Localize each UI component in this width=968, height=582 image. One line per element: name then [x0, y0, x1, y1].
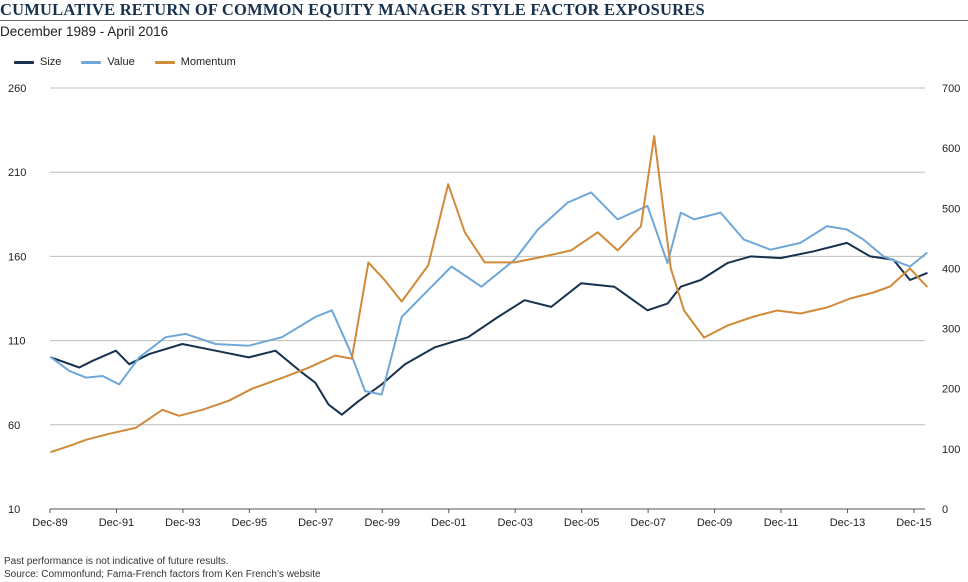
- y-left-tick-label: 10: [8, 504, 20, 516]
- y-right-tick-label: 100: [942, 444, 960, 456]
- legend-label-value: Value: [107, 56, 135, 68]
- x-tick-label: Dec-89: [32, 517, 67, 529]
- y-right-tick-label: 0: [942, 504, 948, 516]
- x-tick-label: Dec-03: [497, 517, 532, 529]
- x-tick-label: Dec-99: [365, 517, 400, 529]
- chart-legend: Size Value Momentum: [14, 56, 236, 68]
- y-left-tick-label: 110: [8, 336, 26, 348]
- legend-swatch-momentum: [154, 60, 175, 64]
- x-tick-label: Dec-95: [232, 517, 267, 529]
- legend-swatch-size: [14, 60, 34, 64]
- x-tick-label: Dec-01: [431, 517, 466, 529]
- chart-title: CUMULATIVE RETURN OF COMMON EQUITY MANAG…: [0, 0, 705, 19]
- source-text: Source: Commonfund; Fama-French factors …: [4, 569, 321, 580]
- chart-subtitle: December 1989 - April 2016: [0, 24, 169, 39]
- y-left-tick-label: 210: [8, 167, 26, 179]
- series-line-value: [50, 191, 928, 396]
- legend-item-size: Size: [14, 56, 61, 68]
- x-tick-label: Dec-07: [630, 517, 665, 529]
- legend-swatch-value: [81, 60, 102, 64]
- legend-label-momentum: Momentum: [180, 56, 236, 68]
- x-tick-label: Dec-97: [298, 517, 333, 529]
- x-tick-label: Dec-93: [165, 517, 200, 529]
- x-tick-label: Dec-11: [764, 517, 799, 529]
- x-tick-label: Dec-13: [830, 517, 865, 529]
- series-line-size: [50, 241, 928, 416]
- legend-item-momentum: Momentum: [154, 56, 236, 68]
- footnotes: Past performance is not indicative of fu…: [4, 555, 321, 581]
- y-right-tick-label: 600: [942, 143, 960, 155]
- y-right-tick-label: 700: [942, 83, 960, 95]
- legend-item-value: Value: [81, 56, 135, 68]
- disclaimer-text: Past performance is not indicative of fu…: [4, 556, 229, 567]
- series-line-momentum: [50, 135, 928, 453]
- y-right-tick-label: 400: [942, 263, 960, 275]
- y-right-tick-label: 200: [942, 384, 960, 396]
- y-right-tick-label: 300: [942, 324, 960, 336]
- x-tick-label: Dec-05: [564, 517, 599, 529]
- legend-label-size: Size: [40, 56, 62, 68]
- title-divider: [0, 20, 968, 21]
- x-tick-label: Dec-91: [99, 517, 134, 529]
- x-tick-label: Dec-15: [896, 517, 931, 529]
- x-tick-label: Dec-09: [697, 517, 732, 529]
- y-right-tick-label: 500: [942, 203, 960, 215]
- y-left-tick-label: 160: [8, 251, 26, 263]
- y-left-tick-label: 260: [8, 83, 26, 95]
- y-left-tick-label: 60: [8, 420, 20, 432]
